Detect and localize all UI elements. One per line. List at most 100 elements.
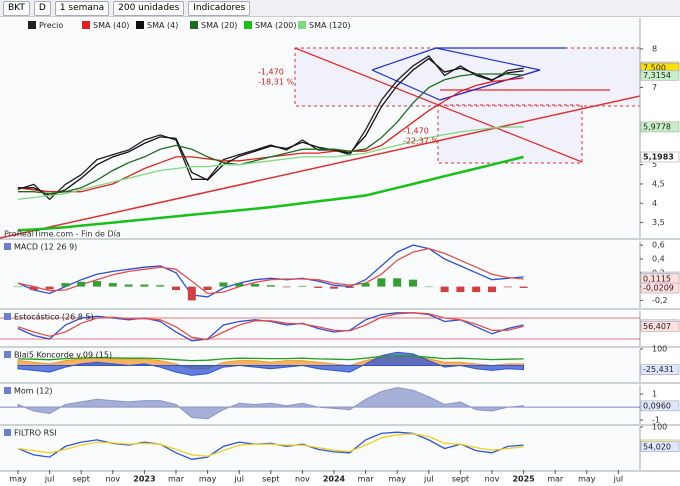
line xyxy=(17,433,524,457)
legend-label: SMA (120) xyxy=(309,21,351,30)
value-tag xyxy=(640,321,680,332)
legend-swatch xyxy=(244,21,252,29)
histogram-bar xyxy=(519,286,528,288)
annotation: -18,31 % xyxy=(258,78,294,87)
timeframe[interactable]: 1 semana xyxy=(54,0,110,16)
legend-label: SMA (40) xyxy=(93,21,129,30)
x-tick-label: jul xyxy=(233,475,244,484)
source: ProRealTime.com - Fin de Día xyxy=(4,230,121,239)
x-tick-label: sept xyxy=(452,475,469,484)
y-tick-label: 4,5 xyxy=(652,179,665,188)
legend-swatch xyxy=(298,21,306,29)
histogram-bar xyxy=(45,286,54,290)
value-tag-label: 58,272 xyxy=(643,440,671,449)
histogram-bar xyxy=(377,278,386,287)
x-tick-label: mar xyxy=(547,475,564,484)
value-tag xyxy=(640,400,680,412)
value-tag-label: 0,1385 xyxy=(643,273,671,282)
units[interactable]: 200 unidades xyxy=(113,0,185,16)
value-tag xyxy=(640,271,680,283)
value-tag-label: 0,1115 xyxy=(643,274,671,283)
y-tick-label: 4 xyxy=(652,199,657,208)
plot-bg xyxy=(0,18,640,470)
toolbar: BKT D 1 semana 200 unidades Indicadores xyxy=(0,0,680,17)
indicators[interactable]: Indicadores xyxy=(188,0,251,16)
value-tag xyxy=(640,273,680,285)
x-tick-label: 2025 xyxy=(512,475,535,484)
value-tag-label: 56,407 xyxy=(643,322,671,331)
panel-title: FILTRO RSI xyxy=(14,429,57,438)
value-tag xyxy=(640,70,680,81)
panel-title: MACD (12 26 9) xyxy=(14,243,77,252)
histogram-bar xyxy=(29,286,38,291)
annotation: -1,470 xyxy=(258,68,284,77)
x-tick-label: may xyxy=(9,475,27,484)
value-tag-label: 7,500 xyxy=(643,64,666,73)
y-tick-label: -1 xyxy=(652,416,660,425)
value-tag-label: 5,1983 xyxy=(643,153,674,162)
value-tag xyxy=(640,319,680,331)
value-tag xyxy=(640,364,680,375)
x-tick-label: 2024 xyxy=(323,475,346,484)
histogram-bar xyxy=(140,284,149,287)
y-tick-label: 8 xyxy=(652,44,657,53)
histogram-bar xyxy=(124,284,133,287)
legend-label: SMA (4) xyxy=(147,21,178,30)
y-tick-label: 0 xyxy=(652,282,657,291)
period[interactable]: D xyxy=(33,0,51,16)
histogram-bar xyxy=(298,285,307,287)
histogram-bar xyxy=(251,283,259,287)
x-tick-label: 2023 xyxy=(133,475,155,484)
y-tick-label: 5 xyxy=(652,160,657,169)
line xyxy=(17,155,524,232)
y-tick-label: 100 xyxy=(652,345,667,354)
histogram-bar xyxy=(14,286,22,288)
line xyxy=(17,244,524,298)
legend-label: Precio xyxy=(39,21,63,30)
legend-swatch xyxy=(28,21,36,29)
histogram-bar xyxy=(409,279,417,287)
area xyxy=(17,355,525,370)
histogram-bar xyxy=(440,286,449,293)
histogram-bar xyxy=(77,281,86,287)
legend-label: SMA (200) xyxy=(255,21,297,30)
value-tag-label: 0,0960 xyxy=(643,401,671,410)
y-tick-label: 3,5 xyxy=(652,218,665,227)
value-tag xyxy=(640,62,680,74)
x-tick-label: jul xyxy=(44,475,55,484)
panel-icon xyxy=(4,429,11,436)
x-tick-label: mar xyxy=(168,475,185,484)
line xyxy=(17,126,524,201)
value-tag-label: -25,431 xyxy=(643,365,674,374)
panel-icon xyxy=(4,351,11,358)
histogram-bar xyxy=(488,286,496,293)
value-tag-label: 7,5310 xyxy=(643,62,671,71)
panel-title: Mom (12) xyxy=(14,387,53,396)
legend-swatch xyxy=(190,21,198,29)
x-tick-label: nov xyxy=(485,475,500,484)
histogram-bar xyxy=(203,286,212,291)
x-tick-label: jul xyxy=(423,475,434,484)
panel-title: Blai5 Koncorde v.09 (15) xyxy=(14,351,112,360)
drawings xyxy=(0,47,641,239)
panel-icon xyxy=(4,313,11,320)
histogram-bar xyxy=(314,286,323,288)
x-tick-label: may xyxy=(388,475,406,484)
value-tag xyxy=(640,441,680,453)
y-tick-label: 1 xyxy=(652,390,657,399)
histogram-bar xyxy=(108,283,117,287)
panel-icon xyxy=(4,243,11,250)
panel-title: Estocástico (26 8 5) xyxy=(14,313,94,322)
symbol[interactable]: BKT xyxy=(3,0,30,16)
histogram-bar xyxy=(345,286,354,288)
y-tick-label: 0,4 xyxy=(652,254,665,263)
histogram-bar xyxy=(456,286,465,293)
line xyxy=(17,312,524,341)
histogram-bar xyxy=(361,283,370,287)
value-tag-label: 7,3154 xyxy=(643,71,671,80)
line xyxy=(18,73,524,195)
y-tick-label: 7 xyxy=(652,83,657,92)
line xyxy=(17,354,524,362)
panel-icon xyxy=(4,387,11,394)
